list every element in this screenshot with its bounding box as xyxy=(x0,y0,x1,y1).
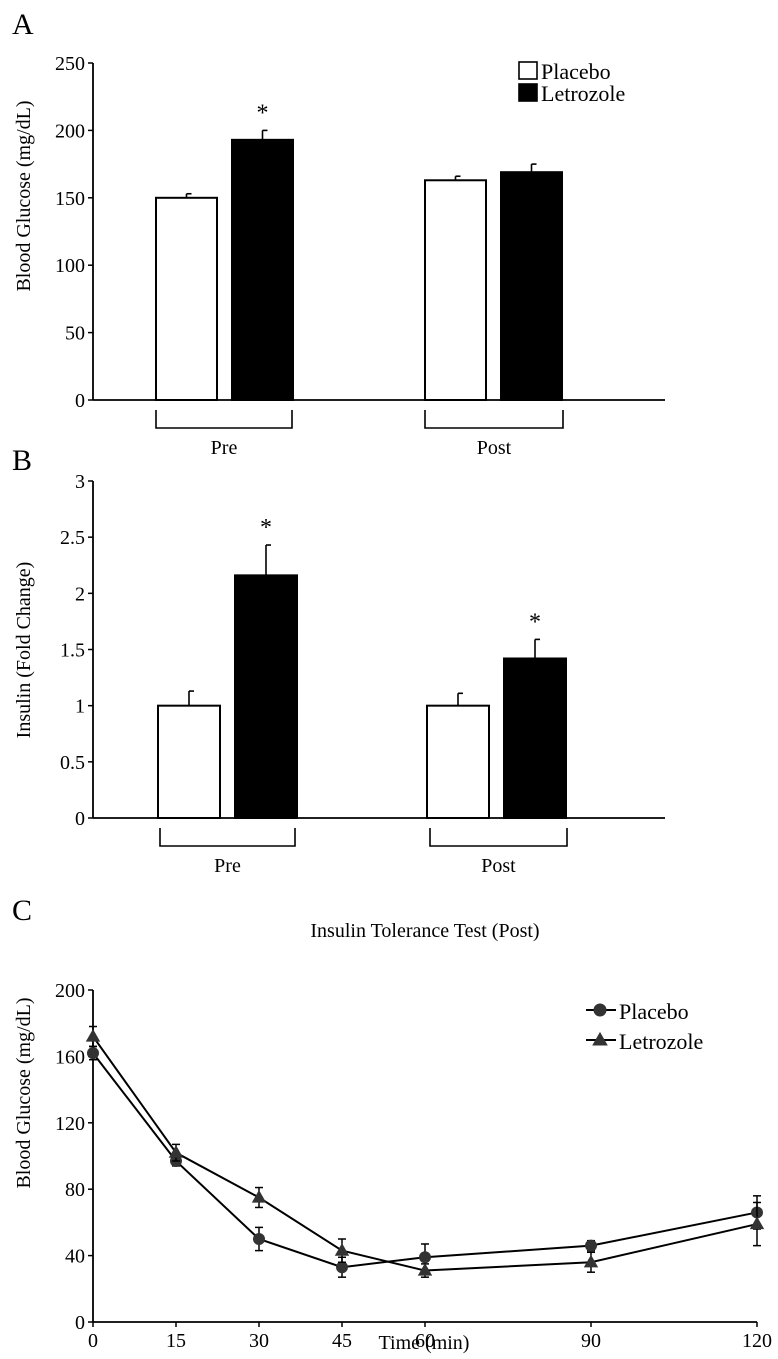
panel-b-category-label: Pre xyxy=(214,855,241,877)
panel-c-point-letrozole xyxy=(251,1190,267,1203)
panel-c-point-letrozole xyxy=(334,1243,350,1256)
panel-b-group-bracket xyxy=(429,828,568,847)
panel-a-bar xyxy=(424,179,487,401)
panel-c-legend-marker-letrozole xyxy=(592,1031,608,1046)
panel-b-bar xyxy=(503,657,567,820)
panel-c-point-placebo xyxy=(253,1233,265,1245)
panel-a-bar xyxy=(500,171,563,401)
panel-c-point-letrozole xyxy=(85,1028,101,1042)
panel-c-x-tick-label: 60 xyxy=(415,1330,435,1352)
panel-b-significance-mark: * xyxy=(260,515,272,541)
panel-c-legend-letrozole-label: Letrozole xyxy=(619,1029,703,1054)
panel-b-y-tick-label: 0 xyxy=(75,808,85,830)
panel-a-y-tick-label: 150 xyxy=(55,188,85,210)
panel-a-legend-letrozole-label: Letrozole xyxy=(541,81,625,106)
panel-c-point-letrozole xyxy=(749,1216,765,1230)
panel-b-bar xyxy=(157,704,221,820)
panel-c-x-tick-label: 15 xyxy=(166,1330,186,1352)
panel-a-bar xyxy=(231,138,294,401)
panel-b-y-tick-label: 0.5 xyxy=(60,752,85,774)
panel-c-y-tick-label: 0 xyxy=(75,1312,85,1334)
panel-c-point-placebo xyxy=(585,1239,597,1252)
panel-c-y-tick-label: 200 xyxy=(55,980,85,1002)
panel-a-ylabel: Blood Glucose (mg/dL) xyxy=(13,100,35,291)
panel-letter-c: C xyxy=(12,894,32,927)
panel-c-x-tick-label: 30 xyxy=(249,1330,269,1352)
panel-c-y-tick-label: 80 xyxy=(65,1179,85,1201)
panel-c-x-tick-label: 45 xyxy=(332,1330,352,1352)
panel-b-category-label: Post xyxy=(481,855,516,877)
panel-c-ylabel: Blood Glucose (mg/dL) xyxy=(13,997,35,1188)
panel-b-ylabel: Insulin (Fold Change) xyxy=(13,562,35,739)
panel-b-bar xyxy=(426,704,490,820)
panel-c-x-tick-label: 0 xyxy=(88,1330,98,1352)
panel-c-point-letrozole xyxy=(168,1145,184,1158)
panel-c-y-tick-label: 120 xyxy=(55,1113,85,1135)
panel-c-line-placebo xyxy=(92,1052,758,1269)
panel-a-bar xyxy=(155,196,218,401)
panel-letter-a: A xyxy=(12,8,34,41)
panel-c-point-placebo xyxy=(419,1251,431,1264)
panel-c-point-letrozole xyxy=(583,1254,599,1268)
panel-c-legend-marker-placebo xyxy=(593,1003,607,1017)
panel-b-y-tick-label: 1 xyxy=(75,696,85,718)
panel-a-bar-chart: Blood Glucose (mg/dL) Placebo Letrozole … xyxy=(13,53,665,459)
panel-c-x-tick-label: 120 xyxy=(742,1330,772,1352)
panel-a-legend-placebo-label: Placebo xyxy=(541,59,611,84)
panel-a-y-tick-label: 250 xyxy=(55,53,85,75)
panel-a-y-tick-label: 200 xyxy=(55,120,85,142)
panel-c-x-tick-label: 90 xyxy=(581,1330,601,1352)
panel-c-y-tick-label: 40 xyxy=(65,1246,85,1268)
panel-c-legend-placebo-label: Placebo xyxy=(619,999,689,1024)
panel-c-title: Insulin Tolerance Test (Post) xyxy=(310,920,539,942)
panel-b-significance-mark: * xyxy=(529,609,541,635)
panel-c-line-letrozole xyxy=(92,1035,758,1272)
panel-a-group-bracket xyxy=(424,410,564,429)
panel-b-y-tick-label: 3 xyxy=(75,471,85,493)
panel-b-bar xyxy=(234,574,298,819)
panel-b-y-tick-label: 2 xyxy=(75,583,85,605)
panel-a-y-tick-label: 0 xyxy=(75,390,85,412)
panel-c-point-letrozole xyxy=(417,1263,433,1276)
panel-b-bar-chart: Insulin (Fold Change) 0 0.5 1 1.5 2 2.5 3 * Pre *… xyxy=(13,471,665,877)
panel-a-significance-mark: * xyxy=(257,100,269,126)
panel-a-legend-swatch xyxy=(518,61,538,80)
panel-c-point-placebo xyxy=(336,1261,348,1274)
panel-a-y-tick-label: 100 xyxy=(55,255,85,277)
panel-b-y-tick-label: 1.5 xyxy=(60,640,85,662)
panel-a-category-label: Pre xyxy=(211,437,238,459)
panel-c-line-chart: Insulin Tolerance Test (Post) Blood Gluc… xyxy=(13,920,772,1354)
panel-a-y-tick-label: 50 xyxy=(65,323,85,345)
panel-c-xlabel: Time (min) xyxy=(379,1332,470,1354)
panel-b-y-tick-label: 2.5 xyxy=(60,527,85,549)
panel-b-group-bracket xyxy=(159,828,296,847)
panel-c-y-tick-label: 160 xyxy=(55,1046,85,1068)
panel-a-category-label: Post xyxy=(477,437,512,459)
panel-a-group-bracket xyxy=(155,410,293,429)
panel-a-legend-swatch xyxy=(518,83,538,102)
panel-letter-b: B xyxy=(12,444,32,477)
panel-c-point-placebo xyxy=(87,1047,99,1060)
